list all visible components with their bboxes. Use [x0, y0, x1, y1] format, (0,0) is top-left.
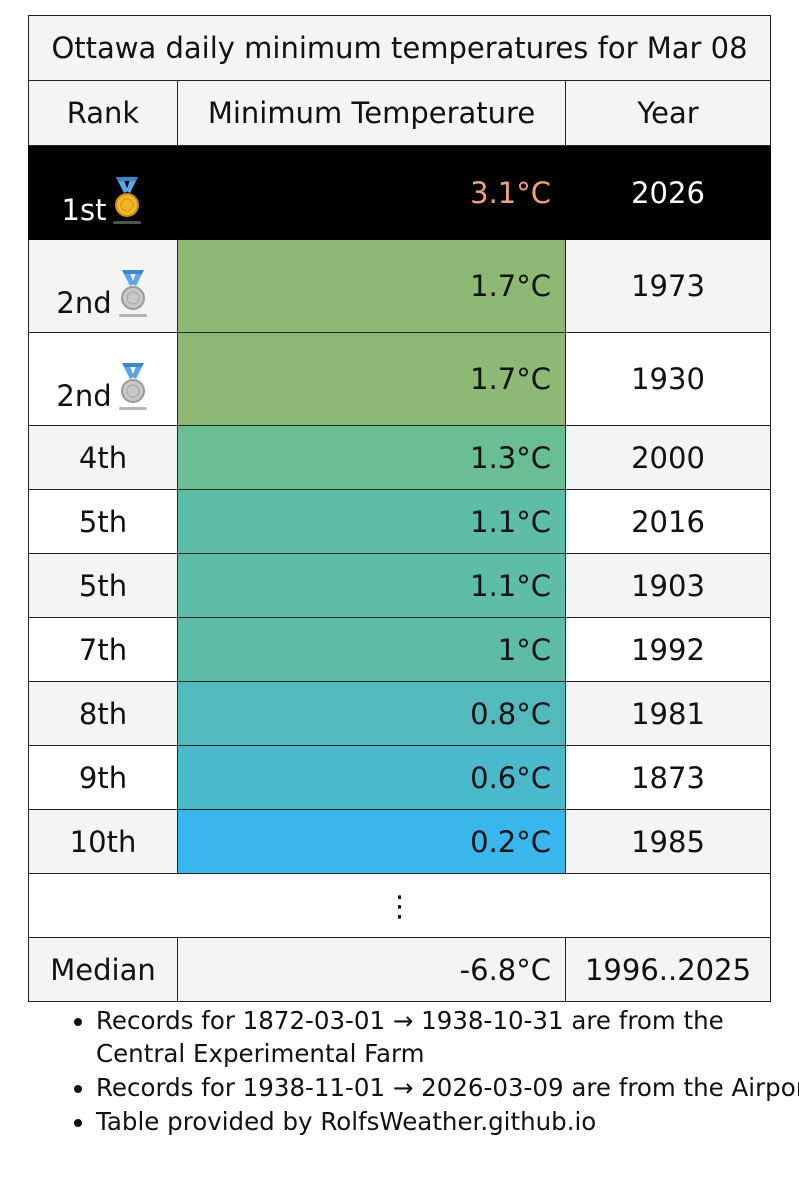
median-label: Median: [28, 937, 178, 1002]
median-row: Median -6.8°C 1996..2025: [28, 937, 772, 1002]
year-cell: 1930: [564, 332, 772, 426]
rank-label: 4th: [78, 440, 128, 475]
year-cell: 1992: [564, 617, 772, 682]
rank-cell: 9th: [28, 745, 178, 810]
silver-medal-icon: [118, 363, 147, 410]
rank-label: 5th: [78, 568, 128, 603]
year-cell: 1973: [564, 239, 772, 333]
rank-label: 1st: [61, 193, 107, 227]
rank-cell: 2nd: [28, 332, 178, 426]
year-cell: 1981: [564, 681, 772, 746]
year-cell: 2026: [564, 145, 772, 240]
temperature-cell: 3.1°C: [177, 145, 566, 240]
year-cell: 1985: [564, 809, 772, 874]
note-item: Table provided by RolfsWeather.github.io: [96, 1105, 799, 1138]
year-cell: 1873: [564, 745, 772, 810]
notes-list: Records for 1872-03-01 → 1938-10-31 are …: [52, 1004, 799, 1139]
temperature-cell: 1.1°C: [177, 553, 566, 618]
table-row: 8th 0.8°C 1981: [28, 681, 772, 746]
table-title-row: Ottawa daily minimum temperatures for Ma…: [27, 15, 772, 81]
rank-label: 2nd: [56, 379, 112, 413]
table-row: 4th 1.3°C 2000: [28, 425, 772, 490]
rank-cell: 4th: [28, 425, 178, 490]
rank-cell: 8th: [28, 681, 178, 746]
table-row: 9th 0.6°C 1873: [28, 745, 772, 810]
temperature-cell: 1.3°C: [177, 425, 566, 490]
temperature-cell: 1.7°C: [177, 239, 566, 333]
rank-label: 10th: [69, 824, 137, 859]
temperature-cell: 0.2°C: [177, 809, 566, 874]
rank-label: 2nd: [56, 286, 112, 320]
table-row: 7th 1°C 1992: [28, 617, 772, 682]
rank-header: Rank: [28, 80, 178, 146]
note-item: Records for 1938-11-01 → 2026-03-09 are …: [96, 1071, 799, 1104]
ellipsis-row: ⋮: [27, 873, 772, 938]
median-years: 1996..2025: [564, 937, 772, 1002]
temperature-header: Minimum Temperature: [177, 80, 566, 146]
rank-cell: 5th: [28, 553, 178, 618]
rank-cell: 5th: [28, 489, 178, 554]
ellipsis: ⋮: [27, 873, 772, 938]
rank-cell: 1st: [28, 145, 178, 240]
table-row: 5th 1.1°C 2016: [28, 489, 772, 554]
year-cell: 2000: [564, 425, 772, 490]
silver-medal-icon: [118, 270, 147, 317]
rank-cell: 2nd: [28, 239, 178, 333]
temperature-cell: 0.6°C: [177, 745, 566, 810]
rank-label: 7th: [78, 632, 128, 667]
records-table: Ottawa daily minimum temperatures for Ma…: [27, 15, 772, 1002]
temperature-cell: 1.1°C: [177, 489, 566, 554]
table-row: 5th 1.1°C 1903: [28, 553, 772, 618]
note-item: Records for 1872-03-01 → 1938-10-31 are …: [96, 1004, 799, 1070]
temperature-cell: 1.7°C: [177, 332, 566, 426]
table-title: Ottawa daily minimum temperatures for Ma…: [27, 15, 772, 81]
rank-label: 8th: [78, 696, 128, 731]
table-row: 2nd 1.7°C 1973: [28, 239, 772, 333]
table-row: 1st 3.1°C 2026: [28, 145, 772, 240]
year-header: Year: [564, 80, 772, 146]
table-row: 2nd 1.7°C 1930: [28, 332, 772, 426]
header-row: Rank Minimum Temperature Year: [28, 80, 772, 146]
year-cell: 1903: [564, 553, 772, 618]
rank-cell: 7th: [28, 617, 178, 682]
median-temperature: -6.8°C: [177, 937, 566, 1002]
temperature-cell: 1°C: [177, 617, 566, 682]
rank-label: 9th: [78, 760, 128, 795]
table-row: 10th 0.2°C 1985: [28, 809, 772, 874]
temperature-cell: 0.8°C: [177, 681, 566, 746]
gold-medal-icon: [113, 177, 142, 224]
rank-label: 5th: [78, 504, 128, 539]
rank-cell: 10th: [28, 809, 178, 874]
year-cell: 2016: [564, 489, 772, 554]
